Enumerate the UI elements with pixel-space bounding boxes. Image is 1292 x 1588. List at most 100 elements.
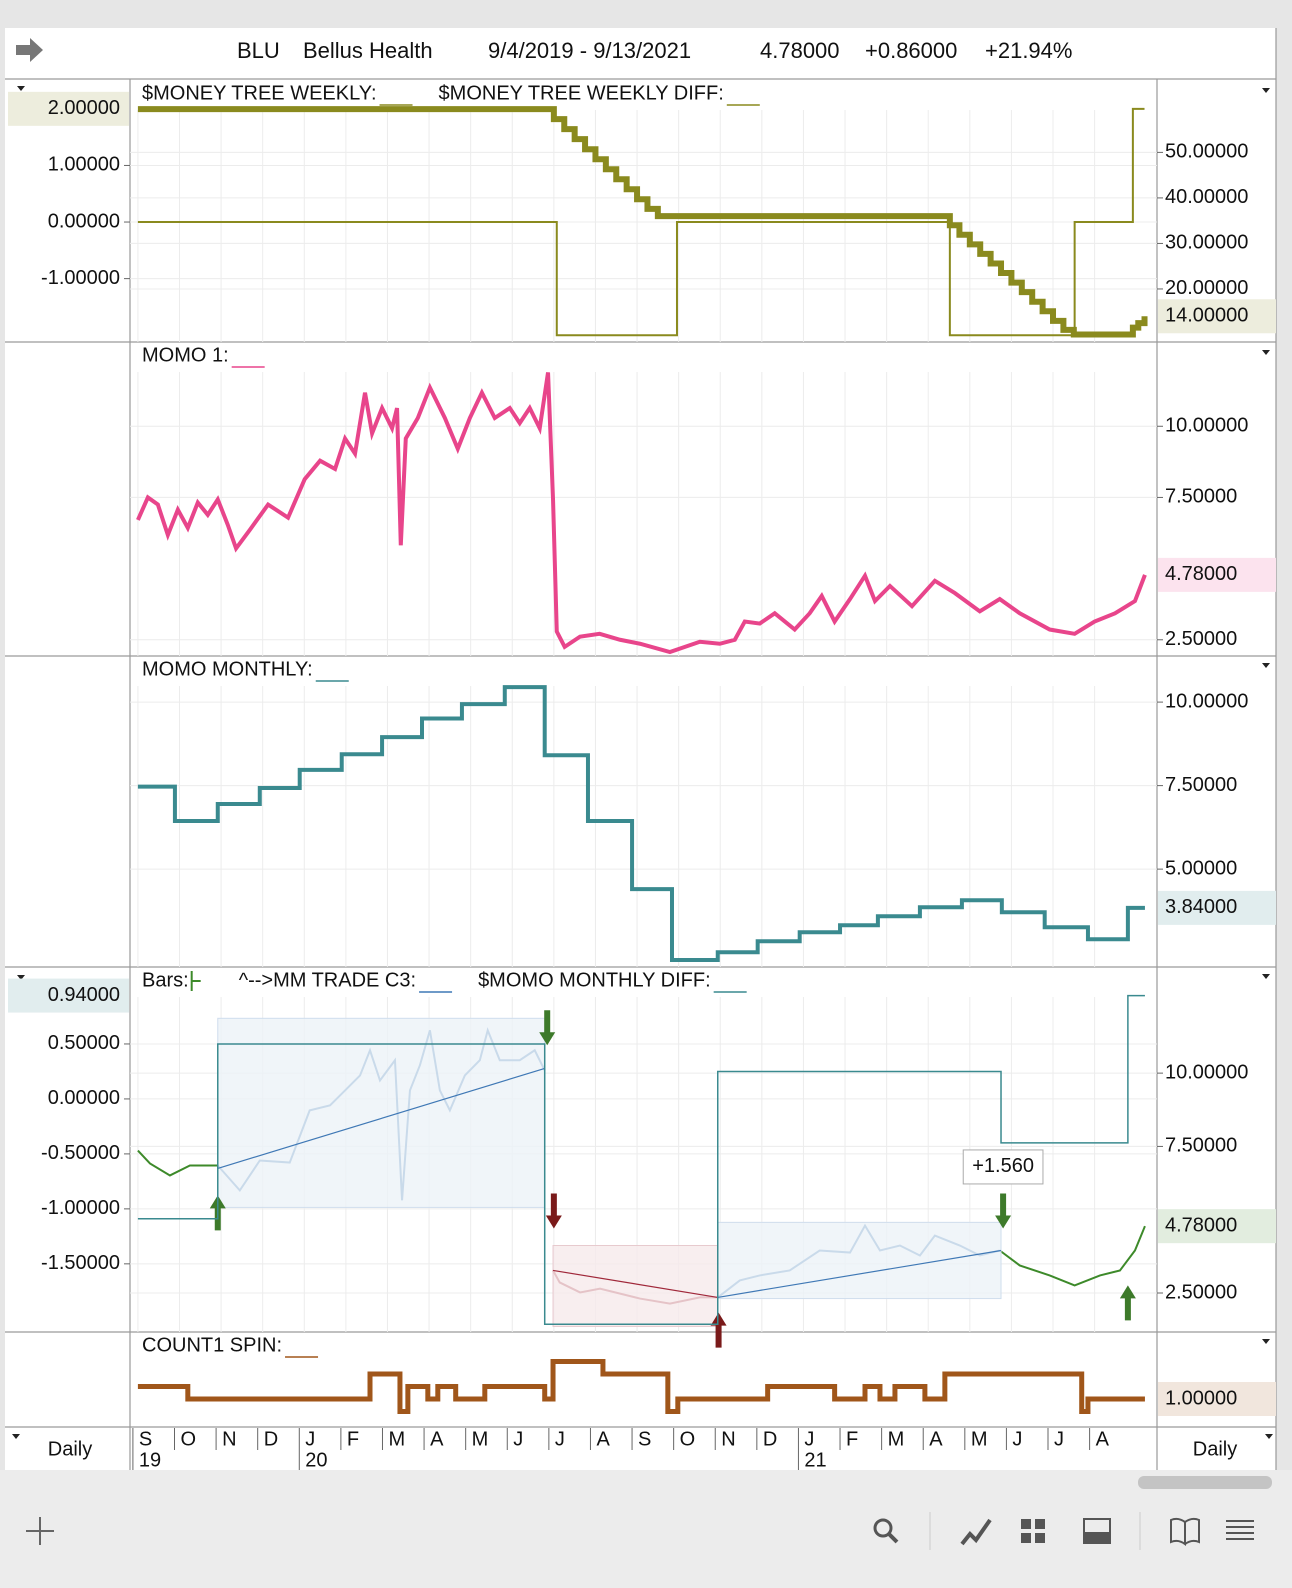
x-tick-label: M [888,1428,905,1450]
toolbar-icons [26,1476,1272,1550]
y-tick-label: 7.50000 [1165,486,1237,508]
y-tick-label: -0.50000 [41,1142,120,1164]
x-tick-label: D [264,1428,278,1450]
annotation-box [962,1149,1044,1185]
x-tick-label: J [305,1428,315,1450]
period-right[interactable]: Daily [1193,1438,1237,1460]
line [999,1225,1146,1287]
y-tick-label: -1.00000 [41,267,120,289]
x-tick-label: O [680,1428,696,1450]
value-badge [1158,1382,1276,1416]
y-tick-label: 7.50000 [1165,1135,1237,1157]
x-tick-label: S [638,1428,651,1450]
change-pct: +21.94% [985,38,1072,63]
x-tick-label: J [1012,1428,1022,1450]
panel-icon[interactable] [1083,1518,1111,1544]
arrow-icon[interactable] [16,38,43,62]
menu-icon[interactable] [1226,1520,1254,1540]
date-range: 9/4/2019 - 9/13/2021 [488,38,691,63]
x-tick-label: N [721,1428,735,1450]
x-tick-label: J [513,1428,523,1450]
search-icon[interactable] [873,1518,899,1544]
trend-line [717,1249,1002,1298]
y-tick-label: 40.00000 [1165,186,1248,208]
period-left[interactable]: Daily [48,1438,92,1460]
last-price: 4.78000 [760,38,840,63]
legend-label: $MONEY TREE WEEKLY: [142,82,377,104]
y-tick-label: 2.50000 [1165,628,1237,650]
trend-line [552,1269,718,1298]
step-line [137,107,1145,337]
step-line [137,106,1148,338]
x-tick-label: O [180,1428,196,1450]
symbol: BLU [237,38,280,63]
year-label: 21 [804,1449,826,1471]
y-tick-label: -1.50000 [41,1252,120,1274]
value-badge [8,91,129,126]
book-icon[interactable] [1170,1517,1200,1546]
y-tick-label: 10.00000 [1165,1061,1248,1083]
step-line [137,685,1145,962]
header: BLU Bellus Health 9/4/2019 - 9/13/2021 4… [16,38,1072,63]
chart-icon[interactable] [960,1518,992,1546]
signal-arrow [1119,1285,1136,1321]
signal-arrow [545,1193,562,1229]
year-label: 19 [139,1449,161,1471]
x-tick-label: A [1096,1428,1110,1450]
x-tick-label: S [139,1428,152,1450]
legend-label: Bars: [142,969,189,991]
trade-box [717,1221,1002,1300]
x-tick-label: J [804,1428,814,1450]
value-badge-label: 14.00000 [1165,305,1248,327]
toolbar [0,1470,1292,1588]
panel-frames [5,28,1277,1470]
grid-icon[interactable] [1021,1519,1045,1543]
signal-arrow [539,1010,556,1046]
annotation: +1.560 [972,1155,1034,1177]
x-tick-label: A [596,1428,610,1450]
y-tick-label: 0.50000 [48,1032,120,1054]
step-line [137,994,1145,1326]
trade-box [552,1245,719,1327]
x-tick-label: J [555,1428,565,1450]
x-tick-label: M [472,1428,489,1450]
signal-arrow [710,1312,727,1348]
y-tick-label: 10.00000 [1165,415,1248,437]
step-line [137,1359,1145,1414]
legend-label: COUNT1 SPIN: [142,1334,282,1356]
legend-label: $MOMO MONTHLY DIFF: [478,969,711,991]
line [137,1149,218,1177]
x-tick-label: A [430,1428,444,1450]
x-tick-label: A [929,1428,943,1450]
value-badge [1158,890,1276,925]
value-badge [1158,1209,1276,1244]
value-badge-label: 3.84000 [1165,896,1237,918]
value-badge [1158,557,1276,592]
value-badge-label: 0.94000 [48,984,120,1006]
scrollbar[interactable] [1138,1476,1272,1489]
y-tick-label: 30.00000 [1165,232,1248,254]
x-tick-label: J [1054,1428,1064,1450]
value-badge-label: 4.78000 [1165,1214,1237,1236]
y-tick-label: 7.50000 [1165,774,1237,796]
y-tick-label: 0.00000 [48,1087,120,1109]
y-tick-label: 0.00000 [48,210,120,232]
y-tick-label: 10.00000 [1165,690,1248,712]
legend-label: MOMO MONTHLY: [142,658,313,680]
legend-label: MOMO 1: [142,344,229,366]
value-badge-label: 2.00000 [48,97,120,119]
x-tick-label: M [971,1428,988,1450]
y-tick-label: 50.00000 [1165,141,1248,163]
x-tick-label: D [763,1428,777,1450]
x-tick-label: M [388,1428,405,1450]
x-tick-label: N [222,1428,236,1450]
y-tick-label: 1.00000 [48,154,120,176]
value-badge [8,978,129,1013]
value-badge-label: 4.78000 [1165,563,1237,585]
y-tick-label: 2.50000 [1165,1281,1237,1303]
add-icon[interactable] [26,1517,54,1545]
year-label: 20 [305,1449,327,1471]
trade-box [217,1017,546,1208]
